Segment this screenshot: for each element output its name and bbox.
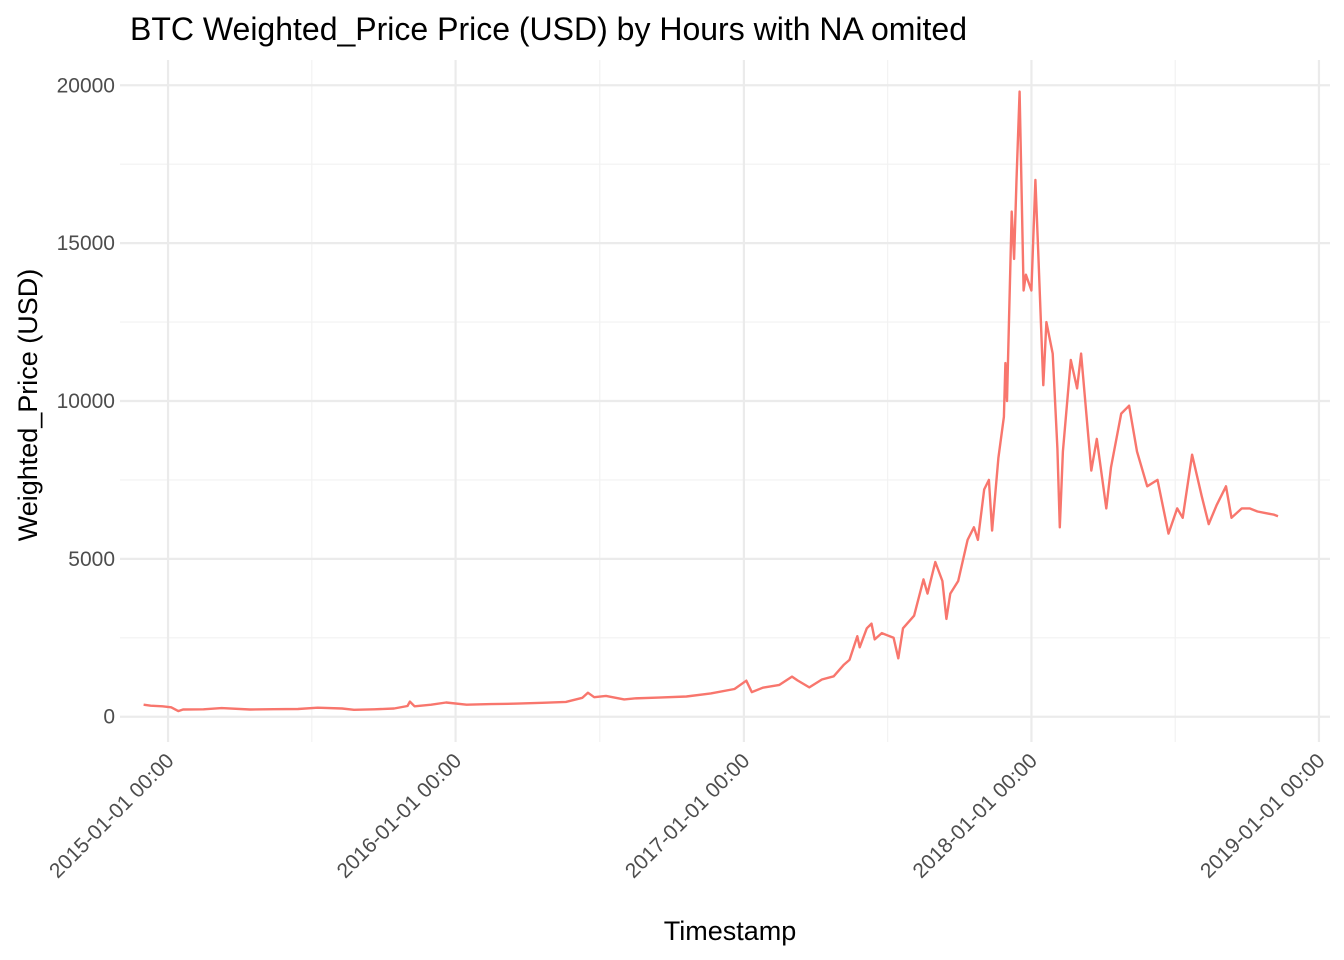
y-tick-label: 20000 <box>57 74 115 97</box>
y-tick-label: 0 <box>103 706 115 729</box>
y-tick-label: 15000 <box>57 232 115 255</box>
major-gridlines <box>120 60 1330 742</box>
x-tick-label: 2017-01-01 00:00 <box>621 749 755 883</box>
x-tick-label: 2015-01-01 00:00 <box>45 749 179 883</box>
x-tick-label: 2019-01-01 00:00 <box>1196 749 1330 883</box>
x-axis-label: Timestamp <box>664 916 797 946</box>
price-line <box>143 90 1279 713</box>
y-tick-label: 5000 <box>68 548 115 571</box>
x-tick-label: 2016-01-01 00:00 <box>333 749 467 883</box>
y-axis-tick-labels: 0 5000 10000 15000 20000 <box>57 74 115 728</box>
x-axis-tick-labels: 2015-01-01 00:00 2016-01-01 00:00 2017-01-… <box>45 749 1329 883</box>
x-tick-label: 2018-01-01 00:00 <box>908 749 1042 883</box>
chart-title: BTC Weighted_Price Price (USD) by Hours … <box>130 11 967 47</box>
y-axis-label: Weighted_Price (USD) <box>13 269 43 542</box>
y-tick-label: 10000 <box>57 390 115 413</box>
